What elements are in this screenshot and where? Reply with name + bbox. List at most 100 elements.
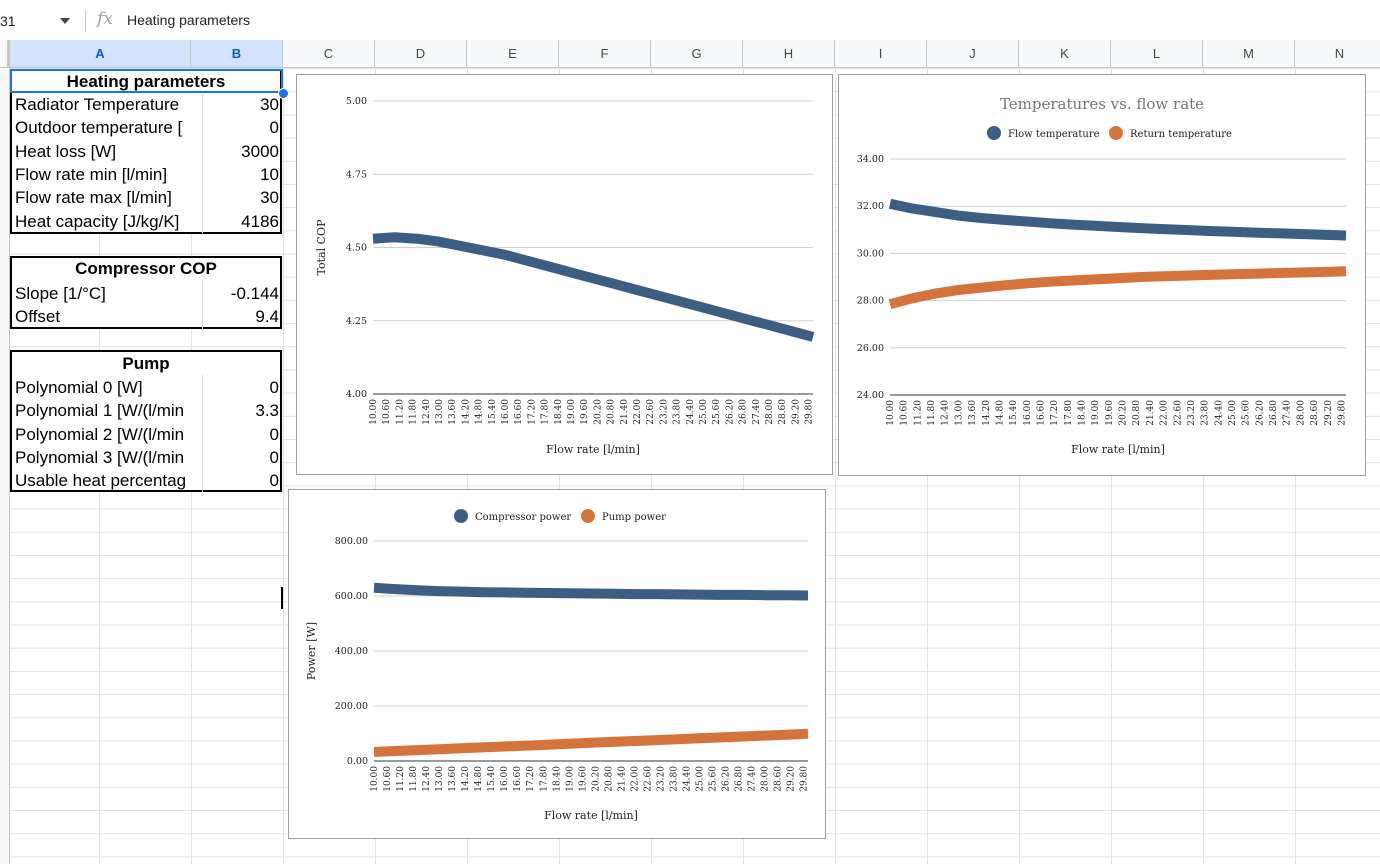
row-label[interactable]: Flow rate min [l/min]	[15, 164, 168, 184]
column-header[interactable]: A	[10, 40, 191, 68]
column-header[interactable]: K	[1019, 40, 1111, 68]
select-all-corner[interactable]	[0, 40, 10, 68]
x-tick-label: 22.00	[633, 399, 643, 425]
row-label[interactable]: Polynomial 2 [W/(l/min	[15, 424, 185, 444]
fx-icon: fx	[97, 9, 113, 29]
x-tick-label: 29.80	[805, 399, 815, 425]
fill-handle[interactable]	[278, 88, 289, 99]
power-chart[interactable]: Compressor power Pump power 0.00 200.00 400.…	[288, 489, 826, 839]
x-tick-label: 11.80	[409, 766, 419, 792]
legend-label[interactable]: Pump power	[602, 512, 666, 523]
column-header[interactable]: B	[191, 40, 283, 68]
x-tick-label: 14.80	[474, 766, 484, 792]
formula-input[interactable]: Heating parameters	[127, 12, 250, 28]
x-tick-label: 11.20	[913, 400, 923, 426]
row-value[interactable]: 0	[269, 118, 279, 138]
row-label[interactable]: Flow rate max [l/min]	[15, 188, 172, 208]
x-tick-label: 14.20	[461, 399, 471, 425]
column-header[interactable]: D	[375, 40, 467, 68]
x-tick-label: 11.80	[409, 399, 419, 425]
column-header[interactable]: M	[1203, 40, 1295, 68]
formula-bar-divider	[85, 10, 86, 32]
x-tick-label: 11.20	[396, 766, 406, 792]
x-tick-label: 10.60	[382, 399, 392, 425]
x-tick-label: 24.40	[682, 766, 692, 792]
chart-title: Temperatures vs. flow rate	[1000, 95, 1204, 113]
row-label[interactable]: Usable heat percentag	[15, 471, 187, 491]
name-box[interactable]: 31	[0, 8, 78, 34]
row-value[interactable]: 10	[260, 164, 279, 184]
x-tick-label: 16.00	[501, 399, 511, 425]
row-label[interactable]: Polynomial 0 [W]	[15, 378, 143, 397]
x-tick-label: 29.80	[1337, 400, 1347, 426]
x-tick-label: 23.80	[1201, 400, 1211, 426]
y-axis-label: Power [W]	[305, 622, 318, 680]
series-line[interactable]	[373, 582, 809, 601]
column-header[interactable]: N	[1295, 40, 1380, 68]
row-value[interactable]: 0	[269, 447, 279, 467]
column-header[interactable]: J	[927, 40, 1019, 68]
total-cop-chart[interactable]: 4.00 4.25 4.50 4.75 5.00 10.00 10.60 11.20 11.80…	[296, 74, 833, 475]
compressor-cop-title[interactable]: Compressor COP	[75, 259, 217, 278]
row-value[interactable]: 0	[269, 424, 279, 444]
chevron-down-icon[interactable]	[60, 18, 70, 24]
x-tick-label: 10.60	[900, 400, 910, 426]
row-label[interactable]: Offset	[15, 307, 61, 327]
row-value[interactable]: 9.4	[255, 307, 279, 327]
y-tick-label: 34.00	[857, 154, 884, 165]
x-tick-label: 28.00	[765, 399, 775, 425]
x-tick-label: 17.80	[539, 766, 549, 792]
x-tick-label: 18.40	[552, 766, 562, 792]
column-header[interactable]: E	[467, 40, 559, 68]
row-value[interactable]: 4186	[241, 211, 279, 231]
row-label[interactable]: Heat loss [W]	[15, 141, 117, 161]
series-line[interactable]	[372, 232, 815, 342]
row-label[interactable]: Heat capacity [J/kg/K]	[15, 211, 180, 231]
row-label[interactable]: Outdoor temperature [	[15, 118, 183, 138]
x-tick-label: 26.80	[1269, 400, 1279, 426]
series-line[interactable]	[888, 198, 1347, 241]
row-value[interactable]: 3.3	[255, 401, 279, 421]
x-tick-label: 28.00	[761, 766, 771, 792]
x-tick-label: 29.20	[791, 399, 801, 425]
row-label[interactable]: Polynomial 3 [W/(l/min	[15, 447, 185, 467]
row-value[interactable]: -0.144	[230, 284, 279, 303]
row-value[interactable]: 30	[260, 95, 279, 114]
x-tick-label: 25.00	[1228, 400, 1238, 426]
column-header[interactable]: I	[835, 40, 927, 68]
row-value[interactable]: 0	[269, 471, 279, 491]
x-tick-label: 20.20	[591, 766, 601, 792]
series-line[interactable]	[373, 728, 809, 757]
legend-label[interactable]: Return temperature	[1130, 129, 1232, 140]
x-tick-label: 26.20	[722, 766, 732, 792]
row-value[interactable]: 0	[269, 378, 279, 397]
row-value[interactable]: 30	[260, 188, 279, 208]
selected-cell-outline	[10, 69, 283, 93]
x-tick-label: 21.40	[617, 766, 627, 792]
series-line[interactable]	[888, 266, 1347, 309]
x-tick-label: 11.20	[395, 399, 405, 425]
temperatures-chart[interactable]: Temperatures vs. flow rate Flow temperatu…	[838, 74, 1366, 476]
x-tick-label: 10.00	[369, 399, 379, 425]
column-header[interactable]: C	[283, 40, 375, 68]
legend-label[interactable]: Flow temperature	[1008, 129, 1100, 140]
column-header[interactable]: L	[1111, 40, 1203, 68]
pump-title[interactable]: Pump	[122, 354, 170, 373]
column-header[interactable]: F	[559, 40, 651, 68]
row-label[interactable]: Radiator Temperature	[15, 95, 180, 114]
column-header[interactable]: G	[651, 40, 743, 68]
x-tick-label: 24.40	[1214, 400, 1224, 426]
column-header[interactable]: H	[743, 40, 835, 68]
row-label[interactable]: Polynomial 1 [W/(l/min	[15, 401, 185, 421]
x-tick-label: 14.20	[982, 400, 992, 426]
x-tick-label: 20.80	[1132, 400, 1142, 426]
x-tick-label: 15.40	[488, 399, 498, 425]
x-tick-label: 23.20	[656, 766, 666, 792]
x-tick-label: 25.60	[712, 399, 722, 425]
y-tick-label: 4.25	[346, 316, 367, 327]
legend-label[interactable]: Compressor power	[475, 512, 571, 523]
row-label[interactable]: Slope [1/°C]	[15, 284, 106, 303]
row-value[interactable]: 3000	[241, 141, 279, 161]
heating-parameters-title[interactable]: Heating parameters	[66, 72, 226, 91]
row-headers[interactable]	[0, 68, 10, 864]
